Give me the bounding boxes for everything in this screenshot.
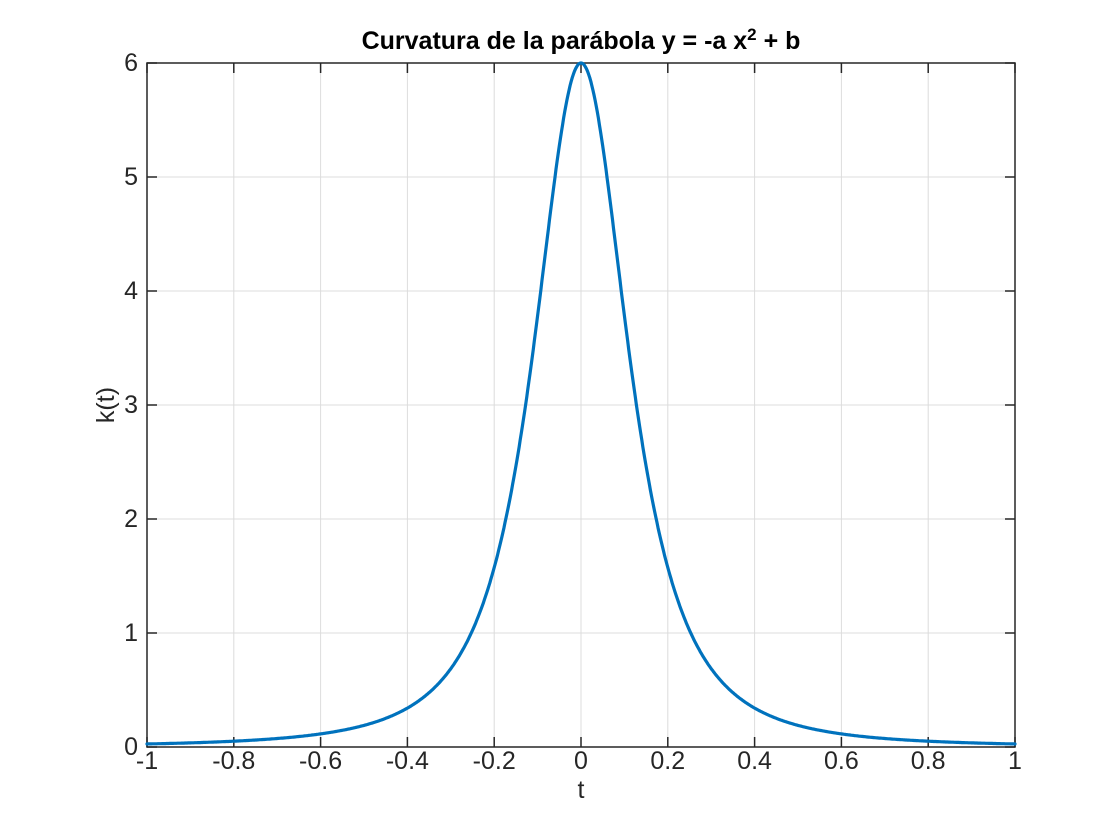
x-tick-label: -0.8 bbox=[212, 747, 256, 775]
y-axis-label: k(t) bbox=[92, 386, 120, 424]
chart-title-tail: + b bbox=[756, 27, 801, 55]
x-tick-label: 0 bbox=[574, 747, 588, 775]
y-tick-label: 5 bbox=[124, 163, 138, 191]
x-tick-label: 0.8 bbox=[910, 747, 946, 775]
x-tick-label: -0.4 bbox=[385, 747, 429, 775]
chart-title-main: Curvatura de la parábola y = -a x bbox=[361, 27, 748, 55]
curve-line bbox=[145, 61, 1017, 746]
y-tick-label: 3 bbox=[124, 391, 138, 419]
chart-title: Curvatura de la parábola y = -a x2 + b bbox=[147, 25, 1015, 59]
y-tick-label: 0 bbox=[124, 733, 138, 761]
x-tick-label: 0.2 bbox=[650, 747, 686, 775]
x-tick-label: 0.4 bbox=[737, 747, 772, 775]
x-axis-label: t bbox=[577, 776, 585, 804]
x-tick-label: 0.6 bbox=[824, 747, 859, 775]
y-tick-label: 2 bbox=[124, 505, 138, 533]
x-tick-label: -0.6 bbox=[299, 747, 343, 775]
x-tick-label: -1 bbox=[135, 747, 159, 775]
x-tick-label: 1 bbox=[1008, 747, 1022, 775]
x-tick-label: -0.2 bbox=[472, 747, 516, 775]
y-tick-label: 1 bbox=[124, 619, 138, 647]
chart-title-superscript: 2 bbox=[747, 25, 757, 44]
y-tick-label: 6 bbox=[124, 49, 138, 77]
y-tick-label: 4 bbox=[124, 277, 138, 305]
